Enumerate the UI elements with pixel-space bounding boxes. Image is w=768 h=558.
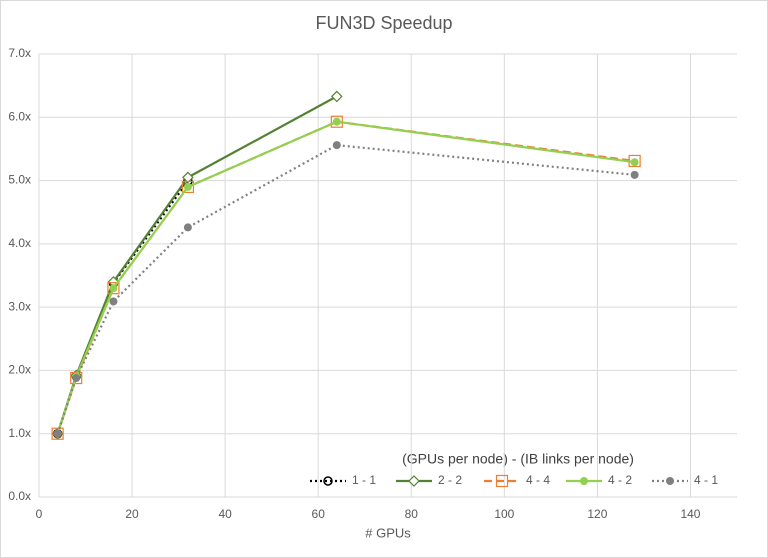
- data-point: [630, 170, 639, 179]
- x-tick-label: 140: [680, 507, 700, 521]
- data-point: [183, 223, 192, 232]
- data-point: [53, 429, 62, 438]
- y-tick-label: 2.0x: [8, 363, 31, 377]
- y-tick-label: 4.0x: [8, 236, 31, 250]
- legend-marker: [408, 475, 420, 487]
- data-point: [630, 158, 639, 167]
- data-point: [183, 182, 192, 191]
- y-tick-label: 5.0x: [8, 173, 31, 187]
- chart-title: FUN3D Speedup: [315, 13, 452, 33]
- data-point: [330, 90, 343, 103]
- legend-label: 4 - 4: [526, 473, 550, 487]
- y-tick-label: 6.0x: [8, 109, 31, 123]
- y-tick-label: 1.0x: [8, 426, 31, 440]
- y-tick-label: 7.0x: [8, 46, 31, 60]
- data-point: [181, 180, 195, 193]
- x-tick-label: 20: [125, 507, 139, 521]
- legend-label: 2 - 2: [438, 473, 462, 487]
- legend-marker: [666, 477, 674, 485]
- data-point: [109, 284, 118, 293]
- data-point: [332, 141, 341, 150]
- data-point: [70, 371, 83, 385]
- y-tick-label: 0.0x: [8, 489, 31, 503]
- x-tick-label: 60: [312, 507, 326, 521]
- series-line: [56, 144, 635, 435]
- legend-title: (GPUs per node) - (IB links per node): [402, 451, 634, 467]
- x-tick-label: 100: [494, 507, 514, 521]
- x-tick-label: 0: [36, 507, 43, 521]
- legend-label: 4 - 2: [608, 473, 632, 487]
- legend-marker: [323, 476, 333, 486]
- y-tick-label: 3.0x: [8, 299, 31, 313]
- data-point: [109, 297, 118, 306]
- legend-marker: [495, 474, 509, 488]
- data-point: [182, 171, 194, 184]
- legend-marker: [580, 477, 588, 485]
- data-point: [332, 117, 341, 126]
- x-axis-title: # GPUs: [365, 525, 411, 540]
- data-point: [107, 282, 120, 295]
- x-tick-label: 80: [405, 507, 419, 521]
- series-line: [56, 120, 635, 435]
- legend-label: 4 - 1: [694, 473, 718, 487]
- data-point: [51, 427, 64, 440]
- data-point: [72, 374, 81, 383]
- x-tick-label: 120: [587, 507, 607, 521]
- x-tick-label: 40: [218, 507, 232, 521]
- legend-label: 1 - 1: [352, 473, 376, 487]
